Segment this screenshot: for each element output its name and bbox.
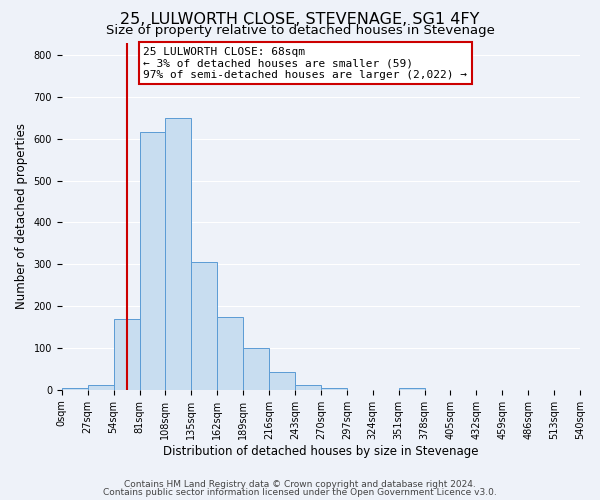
Bar [166,118,191,390]
Text: 25, LULWORTH CLOSE, STEVENAGE, SG1 4FY: 25, LULWORTH CLOSE, STEVENAGE, SG1 4FY [121,12,479,28]
Bar [140,132,166,390]
Y-axis label: Number of detached properties: Number of detached properties [15,123,28,309]
Text: Contains HM Land Registry data © Crown copyright and database right 2024.: Contains HM Land Registry data © Crown c… [124,480,476,489]
X-axis label: Distribution of detached houses by size in Stevenage: Distribution of detached houses by size … [163,444,479,458]
Bar [62,388,88,390]
Bar [191,262,217,390]
Bar [321,388,347,390]
Bar [88,385,113,390]
Text: Size of property relative to detached houses in Stevenage: Size of property relative to detached ho… [106,24,494,37]
Bar [398,388,425,390]
Bar [243,348,269,390]
Text: Contains public sector information licensed under the Open Government Licence v3: Contains public sector information licen… [103,488,497,497]
Bar [217,316,243,390]
Bar [269,372,295,390]
Text: 25 LULWORTH CLOSE: 68sqm
← 3% of detached houses are smaller (59)
97% of semi-de: 25 LULWORTH CLOSE: 68sqm ← 3% of detache… [143,46,467,80]
Bar [113,318,140,390]
Bar [295,385,321,390]
